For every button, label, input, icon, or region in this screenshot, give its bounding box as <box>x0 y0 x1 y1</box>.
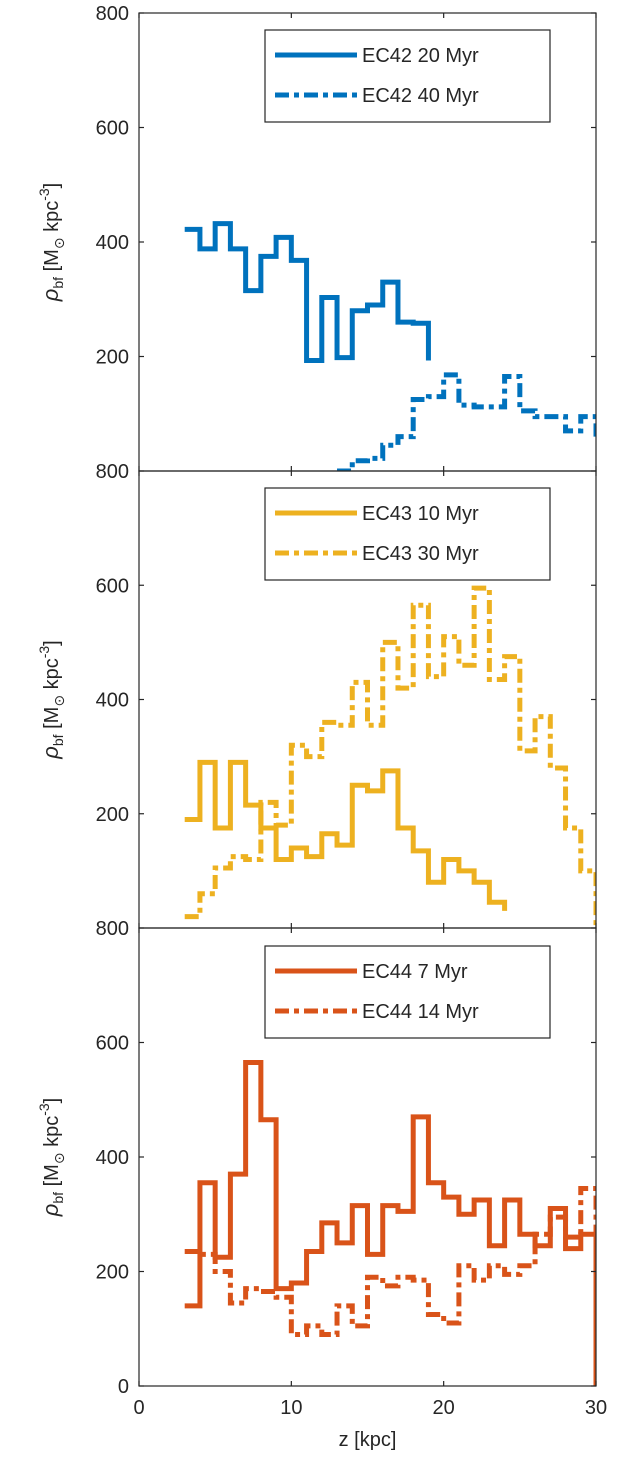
y-tick-label: 400 <box>96 690 129 712</box>
x-tick-label: 0 <box>133 1397 144 1419</box>
x-tick-label: 30 <box>585 1397 607 1419</box>
series-group <box>184 1060 596 1386</box>
y-tick-label: 600 <box>96 118 129 140</box>
y-tick-label: 600 <box>96 575 129 597</box>
y-axis-label: ρbf [M⊙ kpc-3] <box>36 183 67 303</box>
y-tick-label: 400 <box>96 1147 129 1169</box>
legend: EC43 10 Myr EC43 30 Myr <box>264 487 551 581</box>
series-line-2 <box>337 372 596 471</box>
legend: EC42 20 Myr EC42 40 Myr <box>264 29 551 123</box>
y-tick-label: 0 <box>118 1376 129 1398</box>
series-line-1 <box>184 759 508 911</box>
x-tick-label: 10 <box>280 1397 302 1419</box>
series-group <box>184 221 596 471</box>
y-tick-label: 600 <box>96 1033 129 1055</box>
legend-box <box>264 29 551 123</box>
x-tick-label: 20 <box>433 1397 455 1419</box>
legend-label-2: EC43 30 Myr <box>362 543 479 565</box>
y-tick-label: 800 <box>96 461 129 483</box>
y-tick-label: 800 <box>96 3 129 25</box>
y-axis-label: ρbf [M⊙ kpc-3] <box>36 1098 67 1218</box>
series-line-1 <box>184 1060 596 1386</box>
legend-box <box>264 945 551 1039</box>
y-axis-label: ρbf [M⊙ kpc-3] <box>36 640 67 760</box>
series-line-1 <box>184 221 431 364</box>
series-line-2 <box>184 585 596 928</box>
legend-box <box>264 487 551 581</box>
y-tick-label: 200 <box>96 1262 129 1284</box>
y-tick-label: 400 <box>96 232 129 254</box>
y-tick-label: 200 <box>96 804 129 826</box>
legend: EC44 7 Myr EC44 14 Myr <box>264 945 551 1039</box>
series-line-2 <box>184 1185 596 1352</box>
legend-label-1: EC43 10 Myr <box>362 503 479 525</box>
panel-3: 0 200 400 600 800 0 10 20 30 z [kpc] ρbf [M⊙ kpc-3… <box>36 918 607 1451</box>
legend-label-2: EC44 14 Myr <box>362 1001 479 1023</box>
y-tick-label: 800 <box>96 918 129 940</box>
y-tick-label: 200 <box>96 347 129 369</box>
series-group <box>184 585 596 928</box>
legend-label-2: EC42 40 Myr <box>362 85 479 107</box>
legend-label-1: EC42 20 Myr <box>362 45 479 67</box>
legend-label-1: EC44 7 Myr <box>362 961 468 983</box>
x-axis-label: z [kpc] <box>339 1429 397 1451</box>
